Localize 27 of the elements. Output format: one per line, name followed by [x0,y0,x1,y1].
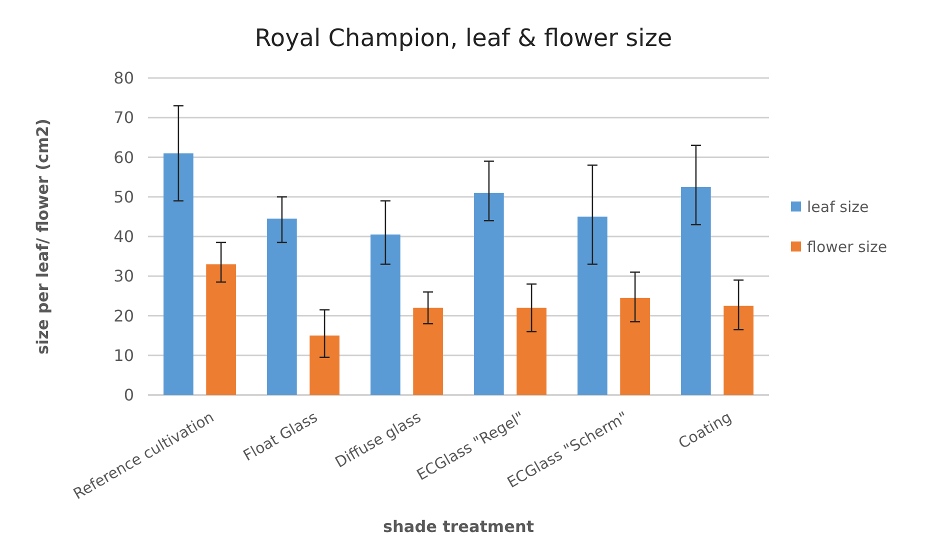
bar [206,264,236,395]
bar [578,216,608,395]
bar [310,336,340,395]
y-axis-title: size per leaf/ flower (cm2) [33,118,52,354]
bar [681,186,711,395]
legend-label: leaf size [807,198,869,216]
x-tick-label: Float Glass [240,408,321,465]
legend-label: flower size [807,238,888,256]
y-tick-label: 20 [114,306,134,326]
y-tick-label: 60 [114,148,134,167]
bar [267,218,297,395]
bar [516,308,546,395]
y-tick-label: 0 [124,386,134,405]
bar [370,234,400,395]
y-tick-label: 50 [114,187,134,206]
bar [413,308,443,395]
y-tick-label: 80 [114,68,134,88]
x-axis-title: shade treatment [383,517,534,536]
bar [620,298,650,395]
y-tick-label: 30 [114,266,134,286]
bar [474,192,504,395]
bar [724,306,754,395]
chart-title: Royal Champion, leaf & flower size [254,24,672,52]
y-tick-label: 10 [114,346,134,365]
bar [164,153,194,395]
y-tick-label: 70 [114,108,134,128]
y-tick-label: 40 [114,227,134,246]
